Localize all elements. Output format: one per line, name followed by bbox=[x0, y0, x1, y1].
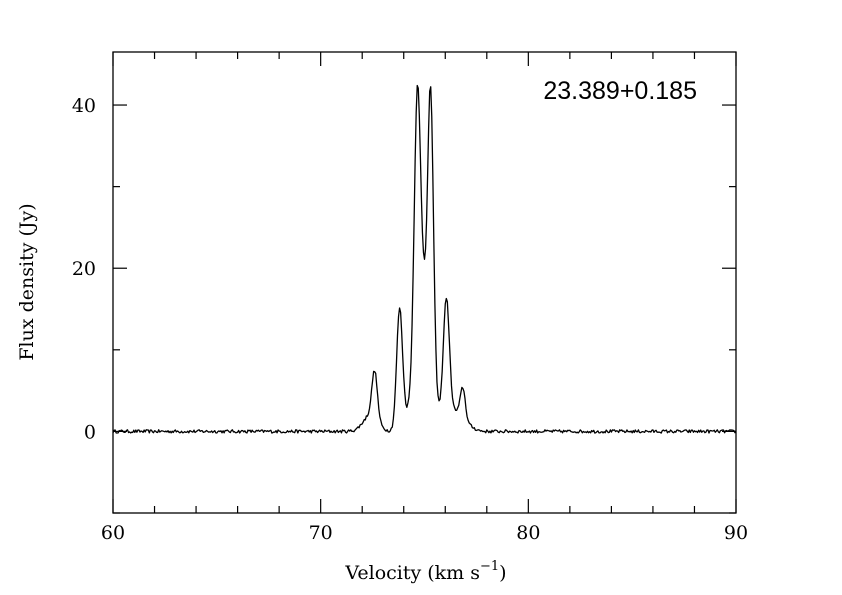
y-tick-label: 0 bbox=[84, 421, 96, 443]
y-axis-label: Flux density (Jy) bbox=[16, 203, 38, 360]
x-tick-label: 80 bbox=[516, 522, 540, 544]
y-tick-label: 20 bbox=[72, 258, 96, 280]
y-tick-label: 40 bbox=[72, 95, 96, 117]
x-tick-label: 60 bbox=[101, 522, 125, 544]
spectrum-line bbox=[112, 84, 737, 434]
axis-ticks bbox=[112, 52, 737, 514]
x-tick-label: 90 bbox=[724, 522, 748, 544]
plot-frame bbox=[112, 51, 737, 514]
tick-labels: 60 70 80 90 0 20 40 bbox=[72, 95, 748, 544]
source-annotation: 23.389+0.185 bbox=[543, 77, 697, 105]
x-axis-label: Velocity (km s−1) bbox=[344, 559, 506, 584]
x-tick-label: 70 bbox=[309, 522, 333, 544]
